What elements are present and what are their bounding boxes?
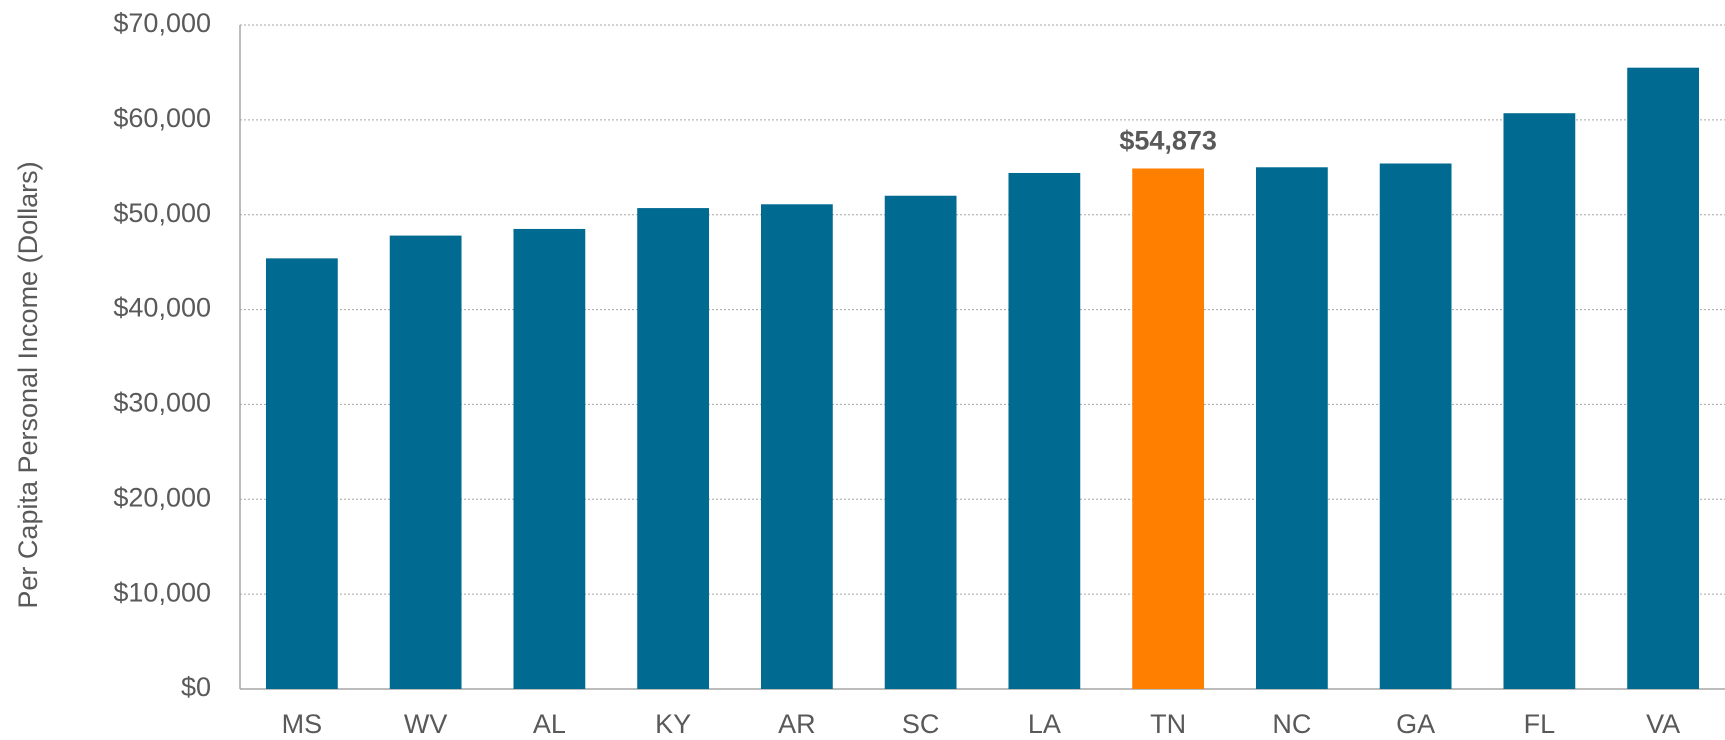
y-tick-label: $50,000 xyxy=(113,198,211,228)
bar xyxy=(1627,67,1700,689)
bar xyxy=(1503,113,1576,689)
x-tick-label: WV xyxy=(404,709,448,739)
x-tick-label: SC xyxy=(902,709,940,739)
bar xyxy=(884,195,957,689)
x-tick-label: AR xyxy=(778,709,816,739)
bar xyxy=(265,258,338,689)
bar xyxy=(760,204,833,689)
y-tick-label: $60,000 xyxy=(113,103,211,133)
y-tick-label: $20,000 xyxy=(113,482,211,512)
x-tick-label: LA xyxy=(1028,709,1061,739)
y-tick-label: $0 xyxy=(181,672,211,702)
bar xyxy=(389,235,462,689)
y-tick-label: $10,000 xyxy=(113,577,211,607)
x-tick-label: AL xyxy=(533,709,566,739)
x-tick-label: GA xyxy=(1396,709,1435,739)
x-tick-label: TN xyxy=(1150,709,1186,739)
bar xyxy=(513,228,586,689)
y-tick-label: $70,000 xyxy=(113,8,211,38)
x-tick-label: NC xyxy=(1272,709,1311,739)
x-tick-label: FL xyxy=(1524,709,1556,739)
data-label: $54,873 xyxy=(1119,126,1217,156)
y-tick-label: $40,000 xyxy=(113,293,211,323)
bar xyxy=(1379,163,1452,689)
y-tick-label: $30,000 xyxy=(113,388,211,418)
bar xyxy=(1255,167,1328,690)
x-tick-label: VA xyxy=(1646,709,1680,739)
x-tick-label: KY xyxy=(655,709,691,739)
y-axis-title: Per Capita Personal Income (Dollars) xyxy=(13,161,43,608)
bar xyxy=(637,208,710,689)
bar xyxy=(1008,172,1081,689)
bar xyxy=(1132,168,1205,689)
x-tick-label: MS xyxy=(282,709,323,739)
